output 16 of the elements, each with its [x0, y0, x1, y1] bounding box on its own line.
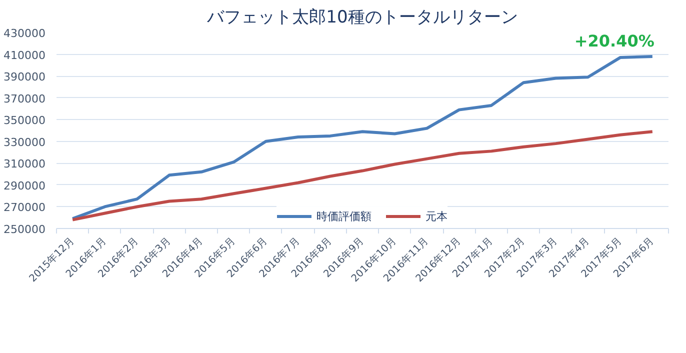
y-tick-label: 310000 — [4, 158, 46, 171]
y-tick-label: 410000 — [4, 48, 46, 62]
legend-label: 元本 — [426, 208, 448, 224]
y-tick-label: 350000 — [4, 114, 46, 128]
chart-title: バフェット太郎10種のトータルリターン — [206, 8, 518, 28]
y-tick-label: 290000 — [4, 179, 46, 192]
y-tick-label: 430000 — [4, 27, 46, 40]
legend-label: 時価評価額 — [316, 208, 372, 224]
y-tick-label: 270000 — [4, 201, 46, 214]
annotation: +20.40% — [574, 31, 654, 50]
line-series — [71, 130, 654, 222]
y-tick-label: 370000 — [4, 92, 46, 106]
y-tick-label: 390000 — [4, 70, 46, 84]
y-tick-label: 250000 — [4, 223, 46, 236]
y-tick-label: 330000 — [4, 136, 46, 149]
line-series — [71, 54, 654, 220]
